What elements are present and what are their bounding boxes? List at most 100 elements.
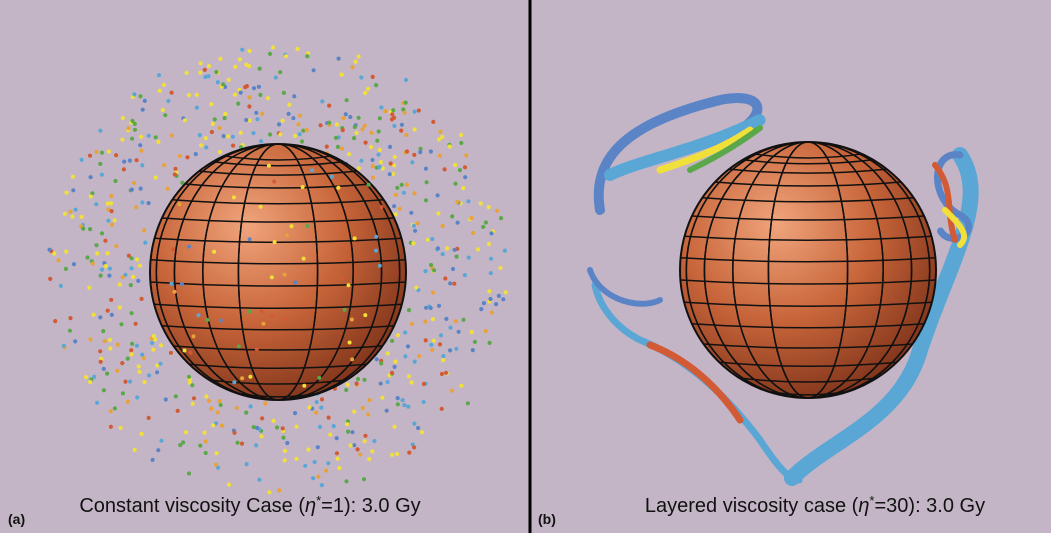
particle bbox=[487, 242, 491, 246]
particle bbox=[272, 419, 276, 423]
particle bbox=[62, 344, 66, 348]
particle bbox=[417, 354, 421, 358]
particle bbox=[305, 128, 309, 132]
particle bbox=[404, 78, 408, 82]
particle bbox=[376, 153, 380, 157]
particle bbox=[98, 162, 102, 166]
particle bbox=[199, 143, 203, 147]
particle bbox=[436, 193, 440, 197]
particle bbox=[161, 108, 165, 112]
particle bbox=[355, 381, 359, 385]
particle bbox=[394, 212, 398, 216]
particle bbox=[361, 406, 365, 410]
particle bbox=[294, 457, 298, 461]
particle bbox=[113, 179, 117, 183]
particle bbox=[498, 266, 502, 270]
particle bbox=[431, 317, 435, 321]
particle bbox=[255, 117, 259, 121]
particle bbox=[176, 409, 180, 413]
particle bbox=[293, 281, 297, 285]
particle bbox=[448, 281, 452, 285]
particle bbox=[64, 267, 68, 271]
particle bbox=[151, 458, 155, 462]
particle bbox=[470, 330, 474, 334]
particle bbox=[209, 102, 213, 106]
particle bbox=[110, 313, 114, 317]
particle bbox=[157, 73, 161, 77]
particle bbox=[143, 241, 147, 245]
particle bbox=[143, 99, 147, 103]
particle bbox=[422, 400, 426, 404]
particle bbox=[283, 458, 287, 462]
particle bbox=[364, 141, 368, 145]
particle bbox=[221, 82, 225, 86]
particle bbox=[251, 131, 255, 135]
particle bbox=[344, 479, 348, 483]
particle bbox=[282, 317, 286, 321]
particle bbox=[188, 351, 192, 355]
particle bbox=[94, 150, 98, 154]
particle bbox=[461, 186, 465, 190]
particle bbox=[138, 264, 142, 268]
particle bbox=[402, 403, 406, 407]
particle bbox=[109, 201, 113, 205]
particle bbox=[412, 422, 416, 426]
particle bbox=[413, 229, 417, 233]
particle bbox=[233, 65, 237, 69]
particle bbox=[450, 214, 454, 218]
particle bbox=[268, 132, 272, 136]
particle bbox=[259, 139, 263, 143]
particle bbox=[345, 422, 349, 426]
particle bbox=[195, 106, 199, 110]
particle bbox=[416, 221, 420, 225]
particle bbox=[457, 330, 461, 334]
particle bbox=[130, 342, 134, 346]
particle bbox=[89, 194, 93, 198]
particle bbox=[244, 411, 248, 415]
particle bbox=[420, 430, 424, 434]
particle bbox=[422, 382, 426, 386]
particle bbox=[132, 92, 136, 96]
particle bbox=[84, 375, 88, 379]
particle bbox=[335, 122, 339, 126]
particle bbox=[366, 412, 370, 416]
particle bbox=[425, 180, 429, 184]
particle bbox=[174, 394, 178, 398]
particle bbox=[130, 188, 134, 192]
particle bbox=[173, 290, 177, 294]
particle bbox=[488, 341, 492, 345]
particle bbox=[248, 237, 252, 241]
particle bbox=[47, 248, 51, 252]
particle bbox=[424, 338, 428, 342]
sphere bbox=[150, 144, 406, 400]
particle bbox=[68, 316, 72, 320]
particle bbox=[441, 354, 445, 358]
particle bbox=[371, 164, 375, 168]
particle bbox=[445, 246, 449, 250]
particle bbox=[185, 71, 189, 75]
particle bbox=[440, 407, 444, 411]
particle bbox=[437, 304, 441, 308]
particle bbox=[341, 128, 345, 132]
particle bbox=[247, 95, 251, 99]
particle bbox=[227, 483, 231, 487]
particle bbox=[261, 322, 265, 326]
particle bbox=[330, 175, 334, 179]
particle bbox=[346, 383, 350, 387]
particle bbox=[459, 133, 463, 137]
particle bbox=[187, 245, 191, 249]
particle bbox=[219, 403, 223, 407]
particle bbox=[390, 339, 394, 343]
particle bbox=[140, 200, 144, 204]
particle bbox=[213, 117, 217, 121]
particle bbox=[110, 209, 114, 213]
particle bbox=[170, 282, 174, 286]
particle bbox=[340, 275, 344, 279]
particle bbox=[98, 129, 102, 133]
particle bbox=[245, 462, 249, 466]
particle bbox=[240, 48, 244, 52]
particle bbox=[226, 134, 230, 138]
particle bbox=[135, 344, 139, 348]
particle bbox=[267, 490, 271, 494]
particle bbox=[441, 224, 445, 228]
